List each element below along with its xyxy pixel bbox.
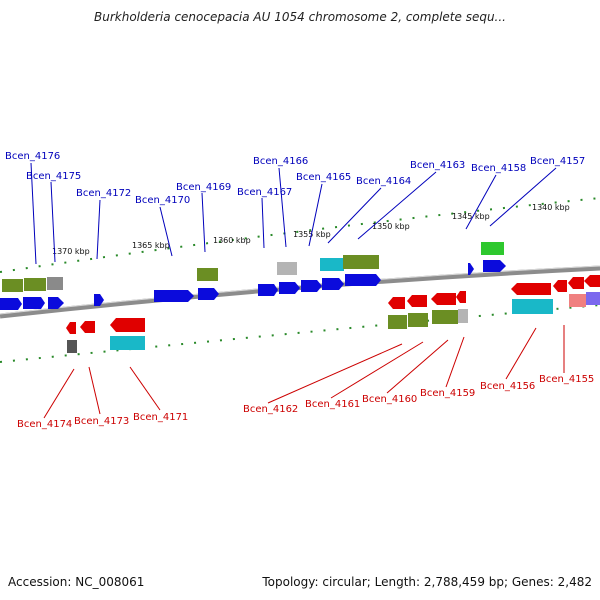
- accession-text: Accession: NC_008061: [8, 575, 145, 589]
- blue-gene[interactable]: [154, 290, 194, 302]
- gray-feature[interactable]: [47, 277, 63, 290]
- gene-label-upper[interactable]: Bcen_4172: [76, 188, 131, 199]
- gene-label-upper[interactable]: Bcen_4163: [410, 160, 465, 171]
- gene-label-lower[interactable]: Bcen_4171: [133, 412, 188, 423]
- gene-label-lower[interactable]: Bcen_4155: [539, 374, 594, 385]
- chromosome-backbone: [0, 265, 600, 319]
- red-gene[interactable]: [110, 318, 145, 332]
- red-gene[interactable]: [584, 275, 600, 287]
- red-gene[interactable]: [66, 322, 76, 334]
- blue-gene[interactable]: [258, 284, 278, 296]
- blue-gene[interactable]: [301, 280, 322, 292]
- gene-label-upper[interactable]: Bcen_4158: [471, 163, 526, 174]
- olive-feature[interactable]: [408, 313, 428, 327]
- olive-feature[interactable]: [343, 255, 379, 269]
- red-gene[interactable]: [407, 295, 427, 307]
- genome-summary-text: Topology: circular; Length: 2,788,459 bp…: [262, 575, 592, 589]
- red-gene[interactable]: [568, 277, 584, 289]
- blue-gene[interactable]: [94, 294, 104, 306]
- kbp-label: 1350 kbp: [372, 222, 410, 231]
- olive-feature[interactable]: [2, 279, 23, 292]
- gene-label-upper[interactable]: Bcen_4166: [253, 156, 308, 167]
- gene-label-upper[interactable]: Bcen_4169: [176, 182, 231, 193]
- lower-tick-track: [0, 304, 600, 363]
- pink-feature[interactable]: [569, 294, 586, 307]
- gene-label-lower[interactable]: Bcen_4156: [480, 381, 535, 392]
- kbp-label: 1370 kbp: [52, 247, 90, 256]
- lower-leader-lines: [43, 325, 565, 419]
- gene-label-lower[interactable]: Bcen_4173: [74, 416, 129, 427]
- kbp-label: 1360 kbp: [213, 236, 251, 245]
- blue-gene[interactable]: [345, 274, 381, 286]
- olive-feature[interactable]: [197, 268, 218, 281]
- upper-tick-track: [0, 197, 600, 273]
- gene-label-lower[interactable]: Bcen_4162: [243, 404, 298, 415]
- cyan-feature[interactable]: [320, 258, 344, 271]
- green-feature[interactable]: [481, 242, 504, 255]
- cyan-feature[interactable]: [512, 299, 553, 314]
- gene-label-upper[interactable]: Bcen_4165: [296, 172, 351, 183]
- gene-label-lower[interactable]: Bcen_4174: [17, 419, 72, 430]
- gene-label-lower[interactable]: Bcen_4160: [362, 394, 417, 405]
- blue-gene[interactable]: [483, 260, 506, 272]
- blue-gene[interactable]: [48, 297, 64, 309]
- olive-feature[interactable]: [24, 278, 46, 291]
- red-gene[interactable]: [388, 297, 405, 309]
- gene-label-upper[interactable]: Bcen_4175: [26, 171, 81, 182]
- blue-gene[interactable]: [23, 297, 45, 309]
- gray-feature[interactable]: [277, 262, 297, 275]
- red-gene[interactable]: [553, 280, 567, 292]
- red-gene[interactable]: [80, 321, 95, 333]
- gray-feature[interactable]: [458, 309, 468, 323]
- gene-label-upper[interactable]: Bcen_4170: [135, 195, 190, 206]
- kbp-label: 1345 kbp: [452, 212, 490, 221]
- blue-gene[interactable]: [0, 298, 22, 310]
- gene-label-upper[interactable]: Bcen_4157: [530, 156, 585, 167]
- gene-label-upper[interactable]: Bcen_4164: [356, 176, 411, 187]
- gene-label-lower[interactable]: Bcen_4161: [305, 399, 360, 410]
- blue-gene[interactable]: [198, 288, 219, 300]
- red-gene[interactable]: [431, 293, 456, 305]
- cyan-feature[interactable]: [110, 336, 145, 350]
- page-title: Burkholderia cenocepacia AU 1054 chromos…: [94, 10, 506, 24]
- chromosome-backbone-highlight: [0, 265, 600, 315]
- purple-feature[interactable]: [586, 292, 600, 305]
- gray-feature[interactable]: [67, 340, 77, 353]
- blue-gene[interactable]: [322, 278, 344, 290]
- gene-label-upper[interactable]: Bcen_4167: [237, 187, 292, 198]
- olive-feature[interactable]: [432, 310, 458, 324]
- gene-label-lower[interactable]: Bcen_4159: [420, 388, 475, 399]
- red-gene[interactable]: [511, 283, 551, 295]
- blue-gene[interactable]: [468, 263, 474, 275]
- kbp-label: 1365 kbp: [132, 241, 170, 250]
- gene-label-upper[interactable]: Bcen_4176: [5, 151, 60, 162]
- kbp-label: 1340 kbp: [532, 203, 570, 212]
- upper-leader-lines: [30, 162, 557, 265]
- olive-feature[interactable]: [388, 315, 407, 329]
- red-gene[interactable]: [456, 291, 466, 303]
- blue-gene[interactable]: [279, 282, 300, 294]
